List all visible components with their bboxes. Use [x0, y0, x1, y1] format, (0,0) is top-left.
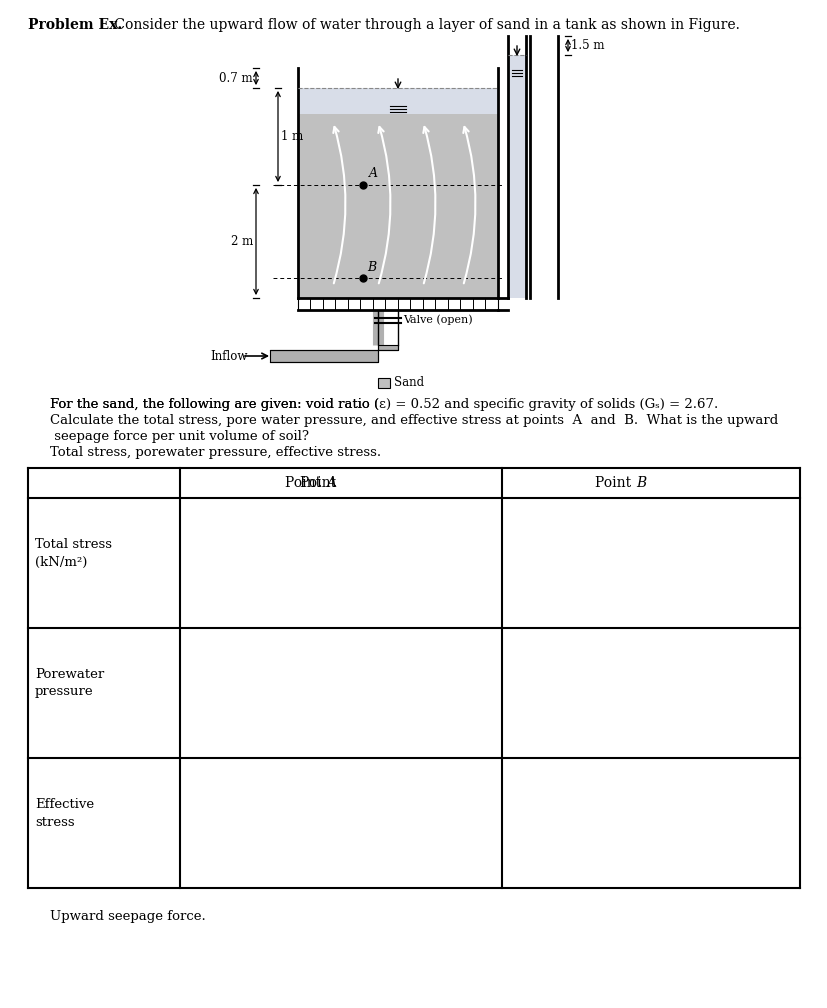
- Polygon shape: [270, 345, 398, 362]
- Text: A: A: [326, 476, 336, 490]
- Text: Porewater
pressure: Porewater pressure: [35, 667, 104, 699]
- Text: B: B: [366, 261, 375, 274]
- Text: 0.7 m: 0.7 m: [219, 72, 253, 85]
- Text: Upward seepage force.: Upward seepage force.: [50, 910, 205, 923]
- Bar: [508, 55, 525, 298]
- Bar: [298, 88, 497, 114]
- Bar: [298, 114, 497, 298]
- Text: Problem Ex.: Problem Ex.: [28, 18, 122, 32]
- Text: Effective
stress: Effective stress: [35, 797, 94, 829]
- Text: Valve (open): Valve (open): [403, 314, 472, 326]
- Text: Calculate the total stress, pore water pressure, and effective stress at points : Calculate the total stress, pore water p…: [50, 414, 777, 427]
- Text: Consider the upward flow of water through a layer of sand in a tank as shown in : Consider the upward flow of water throug…: [110, 18, 739, 32]
- Text: 1.5 m: 1.5 m: [571, 39, 604, 52]
- Text: seepage force per unit volume of soil?: seepage force per unit volume of soil?: [50, 430, 308, 443]
- Text: 2 m: 2 m: [231, 235, 253, 248]
- Text: For the sand, the following are given: void ratio (ε) = 0.52 and specific gravit: For the sand, the following are given: v…: [50, 398, 717, 411]
- Text: A: A: [369, 167, 378, 180]
- Text: For the sand, the following are given: void ratio (: For the sand, the following are given: v…: [50, 398, 379, 411]
- Text: Inflow: Inflow: [210, 350, 247, 363]
- Text: For the sand, the following are given: void ratio (: For the sand, the following are given: v…: [50, 398, 379, 411]
- Text: Point: Point: [300, 476, 341, 490]
- Text: Sand: Sand: [394, 377, 423, 389]
- Bar: [378, 378, 390, 388]
- Text: Point: Point: [595, 476, 635, 490]
- Text: Point: Point: [285, 476, 326, 490]
- Text: Total stress, porewater pressure, effective stress.: Total stress, porewater pressure, effect…: [50, 446, 380, 459]
- Text: Total stress
(kN/m²): Total stress (kN/m²): [35, 537, 112, 569]
- Text: 1 m: 1 m: [280, 130, 303, 143]
- Text: B: B: [635, 476, 645, 490]
- Bar: [298, 298, 497, 310]
